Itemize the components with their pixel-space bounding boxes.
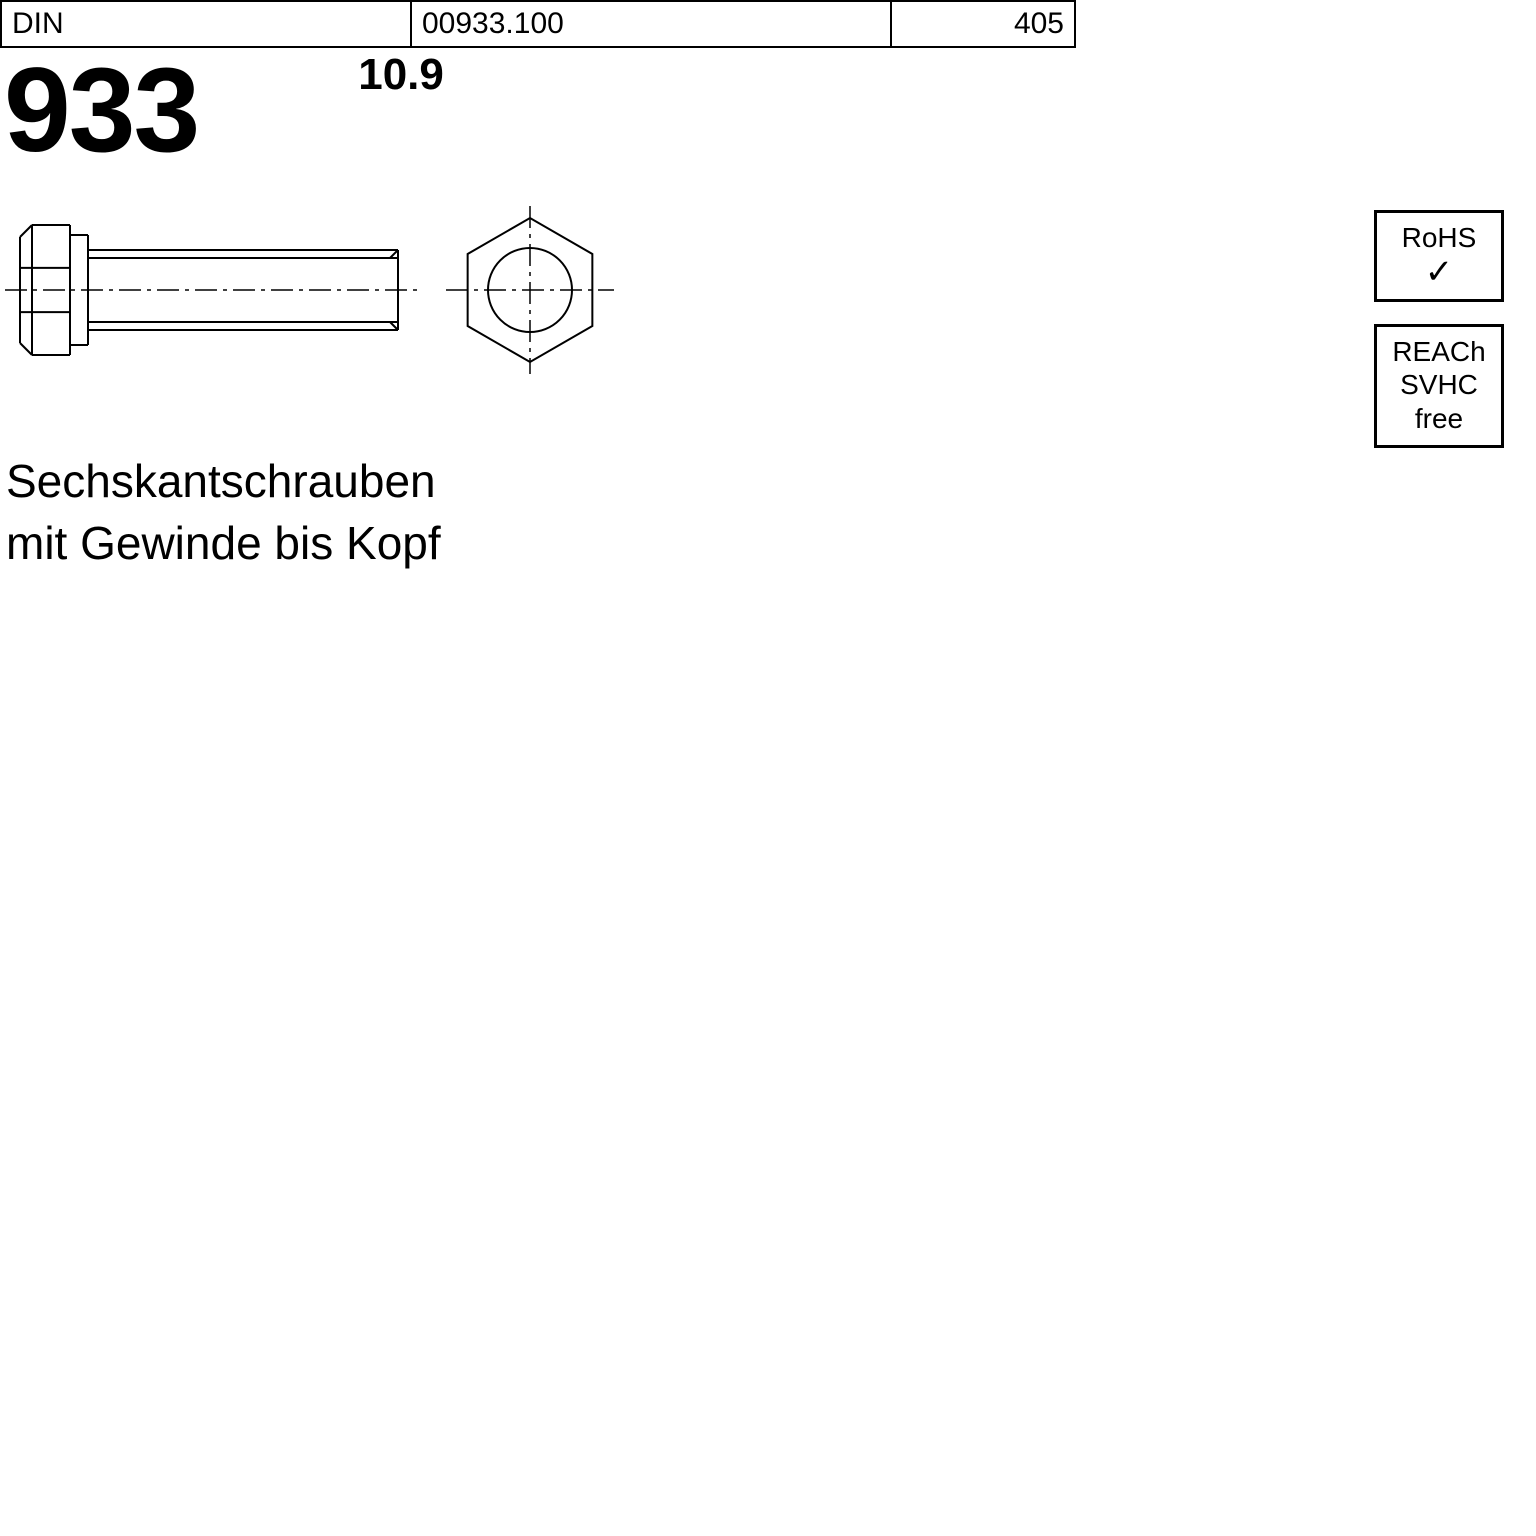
rohs-label: RoHS [1383,221,1495,255]
reach-line2: SVHC [1383,368,1495,402]
reach-line3: free [1383,402,1495,436]
description: Sechskantschrauben mit Gewinde bis Kopf [6,450,441,574]
grade-label: 10.9 [358,50,444,170]
standard-number: 933 [0,50,198,170]
check-icon: ✓ [1383,255,1495,289]
bolt-diagram [0,200,700,400]
desc-line1: Sechskantschrauben [6,450,441,512]
reach-badge: REACh SVHC free [1374,324,1504,449]
header-table: DIN 00933.100 405 [0,0,1076,48]
compliance-badges: RoHS ✓ REACh SVHC free [1374,210,1524,470]
header-cell-din: DIN [2,2,412,46]
desc-line2: mit Gewinde bis Kopf [6,512,441,574]
reach-line1: REACh [1383,335,1495,369]
row-standard-grade: 933 10.9 [0,50,1076,170]
header-cell-code: 00933.100 [412,2,892,46]
rohs-badge: RoHS ✓ [1374,210,1504,302]
header-cell-page: 405 [892,2,1074,46]
